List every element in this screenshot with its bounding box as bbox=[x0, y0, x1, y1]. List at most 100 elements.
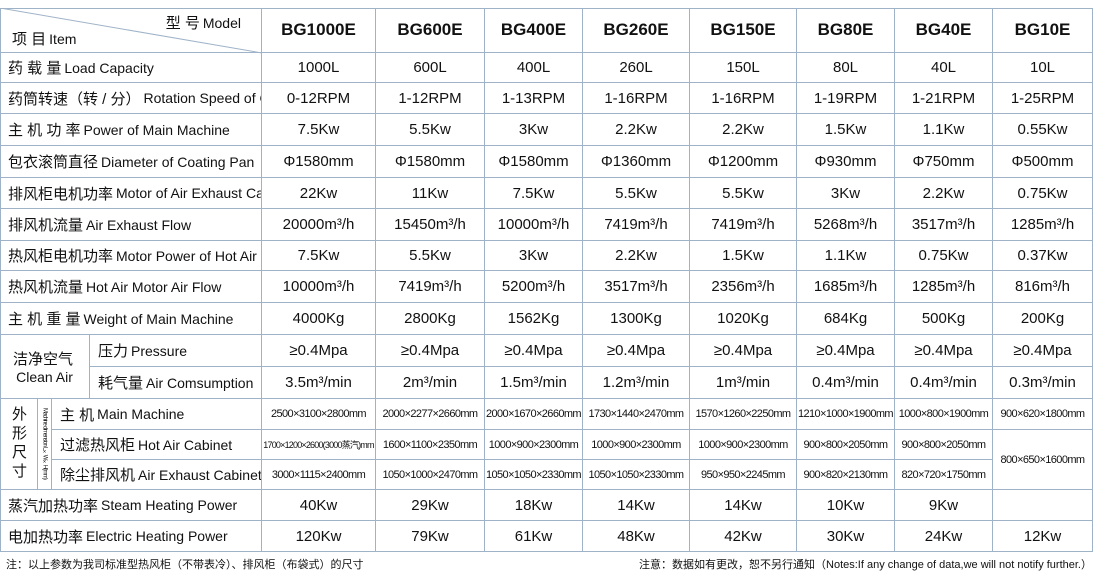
value-cell: 10L bbox=[993, 53, 1093, 83]
value-cell: 7419m³/h bbox=[376, 271, 485, 303]
value-cell: 5200m³/h bbox=[485, 271, 583, 303]
label-en: Air Exhaust Flow bbox=[86, 216, 192, 233]
value-cell: 1.2m³/min bbox=[583, 367, 690, 399]
row-label: 主 机 Main Machine bbox=[52, 399, 262, 430]
value-cell: 12Kw bbox=[993, 521, 1093, 552]
label-en: Air Comsumption bbox=[146, 374, 254, 391]
value-cell: 1.1Kw bbox=[895, 114, 993, 146]
model-label: 型 号 Model bbox=[166, 12, 241, 33]
value-cell: Φ1580mm bbox=[262, 146, 376, 178]
value-cell: 2m³/min bbox=[376, 367, 485, 399]
value-cell: 1210×1000×1900mm bbox=[797, 399, 895, 430]
value-cell: 2356m³/h bbox=[690, 271, 797, 303]
value-cell: 0.3m³/min bbox=[993, 367, 1093, 399]
value-cell: 1-16RPM bbox=[690, 83, 797, 114]
value-cell: 1050×1000×2470mm bbox=[376, 460, 485, 490]
value-cell: 7419m³/h bbox=[583, 209, 690, 241]
row-label: 包衣滚筒直径 Diameter of Coating Pan bbox=[0, 146, 262, 178]
row-label: 蒸汽加热功率 Steam Heating Power bbox=[0, 490, 262, 521]
value-cell: 11Kw bbox=[376, 178, 485, 209]
label-cn: 排风机流量 bbox=[8, 217, 84, 234]
value-cell: 3517m³/h bbox=[895, 209, 993, 241]
footer-note: 注意：数据如有更改，恕不另行通知（Notes:If any change of … bbox=[639, 559, 1092, 571]
model-header: BG400E bbox=[485, 8, 583, 53]
value-cell: 7.5Kw bbox=[485, 178, 583, 209]
value-cell: 1.5Kw bbox=[797, 114, 895, 146]
label-en: Power of Main Machine bbox=[83, 121, 230, 138]
value-cell: 900×820×2130mm bbox=[797, 460, 895, 490]
value-cell: ≥0.4Mpa bbox=[262, 335, 376, 367]
label-en: Motor of Air Exhaust Cabinet bbox=[116, 185, 261, 201]
value-cell: 1000×900×2300mm bbox=[583, 430, 690, 460]
label-cn: 除尘排风机 bbox=[60, 467, 136, 484]
value-cell: 1285m³/h bbox=[993, 209, 1093, 241]
value-cell bbox=[993, 490, 1093, 521]
label-en: Motor Power of Hot Air Cabinet bbox=[116, 247, 261, 264]
row-label: 热风机流量 Hot Air Motor Air Flow bbox=[0, 271, 262, 303]
footer-note: 注：以上参数为我司标准型热风柜（不带表冷）、排风柜（布袋式）的尺寸 bbox=[6, 559, 364, 571]
value-cell: 900×620×1800mm bbox=[993, 399, 1093, 430]
value-cell: 0.4m³/min bbox=[895, 367, 993, 399]
value-cell: 3000×1115×2400mm bbox=[262, 460, 376, 490]
row-label: 除尘排风机 Air Exhaust Cabinet bbox=[52, 460, 262, 490]
value-cell: 2800Kg bbox=[376, 303, 485, 335]
value-cell: 1-16RPM bbox=[583, 83, 690, 114]
value-cell: 600L bbox=[376, 53, 485, 83]
value-cell: 1020Kg bbox=[690, 303, 797, 335]
label-cn: 热风柜电机功率 bbox=[8, 248, 114, 265]
value-cell: ≥0.4Mpa bbox=[583, 335, 690, 367]
label-en: Item bbox=[49, 31, 77, 47]
value-cell: Φ930mm bbox=[797, 146, 895, 178]
label-cn: 电加热功率 bbox=[8, 528, 84, 546]
label-cn: 型 号 bbox=[165, 15, 200, 32]
group-label-en: Machine dimension L×W×H(mm) bbox=[38, 399, 52, 490]
value-cell: 3517m³/h bbox=[583, 271, 690, 303]
model-header: BG10E bbox=[993, 8, 1093, 53]
value-cell: 40L bbox=[895, 53, 993, 83]
value-cell: 3Kw bbox=[485, 114, 583, 146]
label-cn: 项 目 bbox=[12, 31, 47, 48]
group-label: 洁净空气 Clean Air bbox=[0, 335, 90, 399]
label-en: Weight of Main Machine bbox=[83, 310, 234, 327]
value-cell: 2000×1670×2660mm bbox=[485, 399, 583, 430]
row-label: 过滤热风柜 Hot Air Cabinet bbox=[52, 430, 262, 460]
label-cn: 洁净空气 bbox=[12, 351, 73, 368]
value-cell: 3.5m³/min bbox=[262, 367, 376, 399]
value-cell: 1-21RPM bbox=[895, 83, 993, 114]
value-cell: ≥0.4Mpa bbox=[797, 335, 895, 367]
value-cell: 2.2Kw bbox=[583, 241, 690, 271]
label-cn: 主 机 重 量 bbox=[8, 311, 81, 328]
model-header: BG260E bbox=[583, 8, 690, 53]
row-label: 药筒转速（转 / 分）Rotation Speed of Coating Pan… bbox=[0, 83, 262, 114]
label-cn: 排风柜电机功率 bbox=[8, 185, 114, 203]
value-cell: 1-19RPM bbox=[797, 83, 895, 114]
value-cell: 1730×1440×2470mm bbox=[583, 399, 690, 430]
label-en: Steam Heating Power bbox=[101, 497, 238, 513]
label-cn: 热风机流量 bbox=[8, 279, 84, 296]
value-cell: 1300Kg bbox=[583, 303, 690, 335]
label-en: Air Exhaust Cabinet bbox=[138, 466, 262, 483]
value-cell: Φ750mm bbox=[895, 146, 993, 178]
value-cell: Φ1580mm bbox=[485, 146, 583, 178]
value-cell: 1050×1050×2330mm bbox=[583, 460, 690, 490]
value-cell: 15450m³/h bbox=[376, 209, 485, 241]
value-cell: 1m³/min bbox=[690, 367, 797, 399]
row-label: 药 载 量 Load Capacity bbox=[0, 53, 262, 83]
value-cell: 5268m³/h bbox=[797, 209, 895, 241]
value-cell: 950×950×2245mm bbox=[690, 460, 797, 490]
value-cell: 0.55Kw bbox=[993, 114, 1093, 146]
label-en: Load Capacity bbox=[64, 59, 154, 76]
value-cell: 1.1Kw bbox=[797, 241, 895, 271]
value-cell: 2.2Kw bbox=[690, 114, 797, 146]
value-cell: 1570×1260×2250mm bbox=[690, 399, 797, 430]
value-cell: 1050×1050×2330mm bbox=[485, 460, 583, 490]
value-cell: 0.75Kw bbox=[895, 241, 993, 271]
item-label: 项 目 Item bbox=[12, 28, 76, 49]
value-cell: 20000m³/h bbox=[262, 209, 376, 241]
value-cell: 22Kw bbox=[262, 178, 376, 209]
value-cell: 5.5Kw bbox=[376, 114, 485, 146]
value-cell: 1700×1200×2600(3000蒸汽)mm bbox=[262, 430, 376, 460]
value-cell: 10000m³/h bbox=[262, 271, 376, 303]
value-cell: 260L bbox=[583, 53, 690, 83]
